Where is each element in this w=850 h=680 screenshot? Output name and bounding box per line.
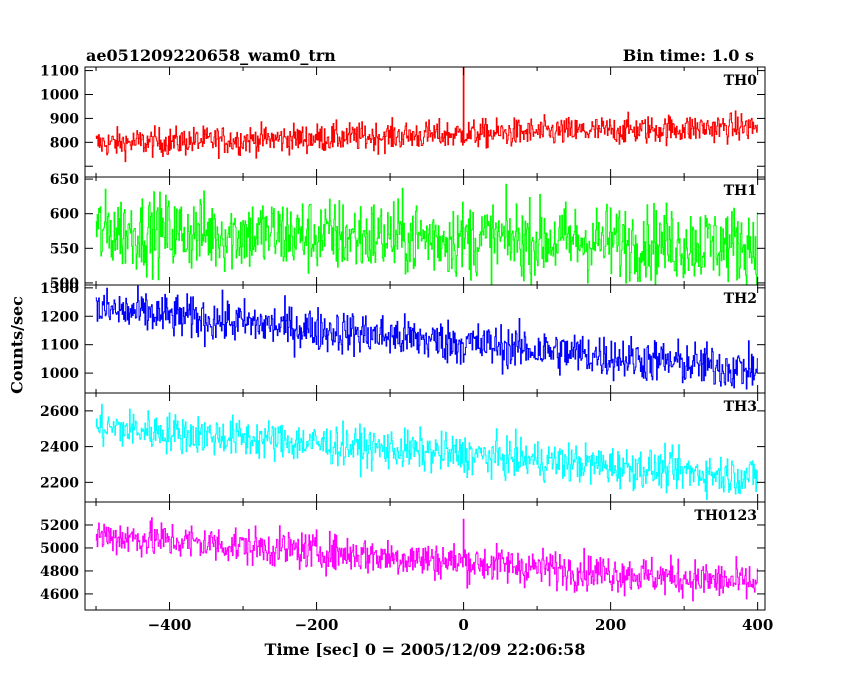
x-tick-label: −200 bbox=[295, 616, 339, 634]
y-tick-label: 1200 bbox=[40, 309, 79, 325]
y-tick-label: 5200 bbox=[40, 518, 79, 534]
y-tick-label: 1300 bbox=[40, 281, 79, 297]
panel-frame-th0123 bbox=[84, 501, 766, 611]
x-tick-label: 0 bbox=[458, 616, 468, 634]
y-tick-label: 650 bbox=[50, 172, 79, 188]
x-tick-label: 200 bbox=[595, 616, 626, 634]
panel-label: TH1 bbox=[724, 183, 757, 199]
y-tick-label: 600 bbox=[50, 207, 79, 223]
panel-label: TH2 bbox=[724, 291, 757, 307]
y-axis-label: Counts/sec bbox=[7, 296, 27, 394]
panel-label: TH3 bbox=[724, 399, 757, 415]
y-tick-label: 5000 bbox=[40, 541, 79, 557]
y-tick-label: 800 bbox=[50, 135, 79, 151]
panel-label: TH0 bbox=[724, 73, 758, 89]
y-tick-label: 1100 bbox=[40, 338, 79, 354]
panel-frame-th0 bbox=[84, 66, 766, 178]
y-tick-label: 1000 bbox=[40, 366, 79, 382]
x-tick-label: 400 bbox=[742, 616, 773, 634]
series-line-th2 bbox=[95, 285, 759, 390]
y-tick-label: 4800 bbox=[40, 564, 79, 580]
y-tick-label: 2600 bbox=[40, 404, 79, 420]
series-line-th1 bbox=[95, 183, 759, 285]
y-tick-label: 2200 bbox=[40, 475, 79, 491]
x-axis-label: Time [sec] 0 = 2005/12/09 22:06:58 bbox=[264, 640, 586, 659]
y-tick-label: 500 bbox=[50, 276, 79, 292]
chart-title: ae051209220658_wam0_trn bbox=[86, 46, 336, 65]
y-tick-label: 1100 bbox=[40, 64, 79, 80]
x-tick-label: −400 bbox=[148, 616, 192, 634]
series-line-th0 bbox=[95, 67, 759, 163]
y-tick-label: 1000 bbox=[40, 88, 79, 104]
y-tick-label: 4600 bbox=[40, 587, 79, 603]
series-line-th0123 bbox=[95, 517, 759, 602]
panel-label: TH0123 bbox=[694, 508, 757, 524]
y-tick-label: 2400 bbox=[40, 440, 79, 456]
bin-time-label: Bin time: 1.0 s bbox=[622, 46, 754, 65]
y-tick-label: 550 bbox=[50, 241, 79, 257]
y-tick-label: 900 bbox=[50, 111, 79, 127]
series-line-th3 bbox=[95, 403, 759, 501]
